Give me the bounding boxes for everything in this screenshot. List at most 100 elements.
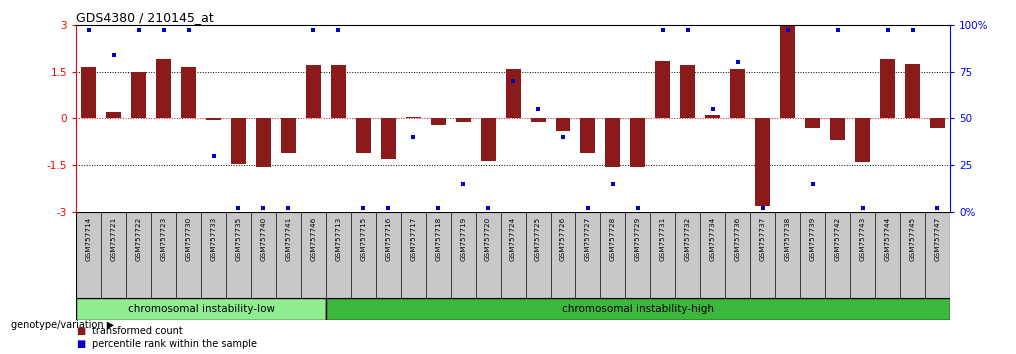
Text: GSM757743: GSM757743 (860, 217, 866, 261)
Bar (206, 119, 221, 120)
Text: GSM757735: GSM757735 (236, 217, 242, 261)
Text: GSM757725: GSM757725 (535, 217, 542, 261)
Text: GSM757730: GSM757730 (186, 217, 192, 261)
Point (181, 28, 197, 33)
Point (231, 206, 247, 211)
Bar (326, 298, 950, 320)
Text: GSM757739: GSM757739 (810, 217, 816, 261)
Bar (556, 119, 571, 131)
Point (779, 28, 796, 33)
Bar (481, 119, 496, 161)
Point (555, 135, 571, 140)
Bar (731, 69, 746, 119)
Bar (431, 119, 446, 125)
Text: transformed count: transformed count (91, 326, 183, 336)
Bar (81, 67, 97, 119)
Point (880, 28, 896, 33)
Bar (76, 298, 326, 320)
Text: GSM757715: GSM757715 (361, 217, 367, 261)
Bar (681, 65, 695, 119)
Text: GSM757741: GSM757741 (285, 217, 292, 261)
Point (580, 206, 596, 211)
Bar (381, 119, 396, 159)
Text: GSM757740: GSM757740 (260, 217, 266, 261)
Bar (855, 119, 870, 162)
Bar (755, 119, 770, 206)
Point (255, 206, 271, 211)
Text: GSM757714: GSM757714 (85, 217, 91, 261)
Point (405, 135, 422, 140)
Point (854, 206, 871, 211)
Bar (181, 67, 196, 119)
Bar (830, 119, 845, 140)
Point (305, 28, 321, 33)
Bar (231, 119, 246, 164)
Text: GSM757716: GSM757716 (385, 217, 391, 261)
Text: GSM757724: GSM757724 (510, 217, 516, 261)
Point (330, 28, 346, 33)
Text: GSM757727: GSM757727 (585, 217, 591, 261)
Text: GSM757742: GSM757742 (834, 217, 840, 261)
Text: ■: ■ (76, 339, 85, 349)
Text: percentile rank within the sample: percentile rank within the sample (91, 339, 257, 349)
Point (904, 28, 920, 33)
Bar (530, 119, 546, 122)
Point (729, 59, 746, 65)
Text: GSM757746: GSM757746 (310, 217, 316, 261)
Point (505, 78, 521, 84)
Text: GSM757729: GSM757729 (635, 217, 641, 261)
Text: GSM757737: GSM757737 (760, 217, 766, 261)
Text: GSM757744: GSM757744 (885, 217, 891, 261)
Bar (405, 117, 421, 119)
Bar (805, 119, 820, 128)
Bar (455, 119, 470, 122)
Point (680, 28, 696, 33)
Bar (580, 119, 595, 153)
Point (829, 28, 845, 33)
Bar (256, 119, 271, 167)
Point (380, 206, 396, 211)
Bar (506, 69, 520, 119)
Point (705, 106, 721, 112)
Bar (156, 59, 171, 119)
Bar (630, 119, 645, 167)
Bar (880, 59, 895, 119)
Text: GSM757732: GSM757732 (685, 217, 691, 261)
Point (430, 206, 446, 211)
Text: GSM757713: GSM757713 (335, 217, 341, 261)
Text: GSM757720: GSM757720 (485, 217, 491, 261)
Point (654, 28, 671, 33)
Text: GSM757747: GSM757747 (935, 217, 941, 261)
Bar (705, 115, 720, 119)
Text: GSM757721: GSM757721 (111, 217, 117, 261)
Bar (280, 119, 296, 153)
Point (155, 28, 172, 33)
Text: chromosomal instability-low: chromosomal instability-low (128, 304, 274, 314)
Point (106, 52, 122, 58)
Bar (905, 64, 920, 119)
Point (930, 206, 946, 211)
Point (280, 206, 297, 211)
Text: GSM757745: GSM757745 (909, 217, 915, 261)
Text: GSM757722: GSM757722 (135, 217, 141, 261)
Text: GSM757718: GSM757718 (435, 217, 441, 261)
Point (205, 153, 221, 159)
Text: GSM757717: GSM757717 (410, 217, 417, 261)
Text: chromosomal instability-high: chromosomal instability-high (562, 304, 714, 314)
Text: GSM757733: GSM757733 (210, 217, 216, 261)
Point (356, 206, 372, 211)
Bar (606, 119, 621, 167)
Point (455, 181, 471, 187)
Text: GSM757726: GSM757726 (560, 217, 566, 261)
Bar (356, 119, 371, 153)
Text: GSM757738: GSM757738 (784, 217, 790, 261)
Bar (780, 25, 796, 119)
Text: GSM757719: GSM757719 (460, 217, 466, 261)
Point (480, 206, 496, 211)
Bar (655, 61, 671, 119)
Bar (306, 65, 321, 119)
Point (130, 28, 146, 33)
Bar (106, 112, 121, 119)
Bar (131, 72, 146, 119)
Point (755, 206, 771, 211)
